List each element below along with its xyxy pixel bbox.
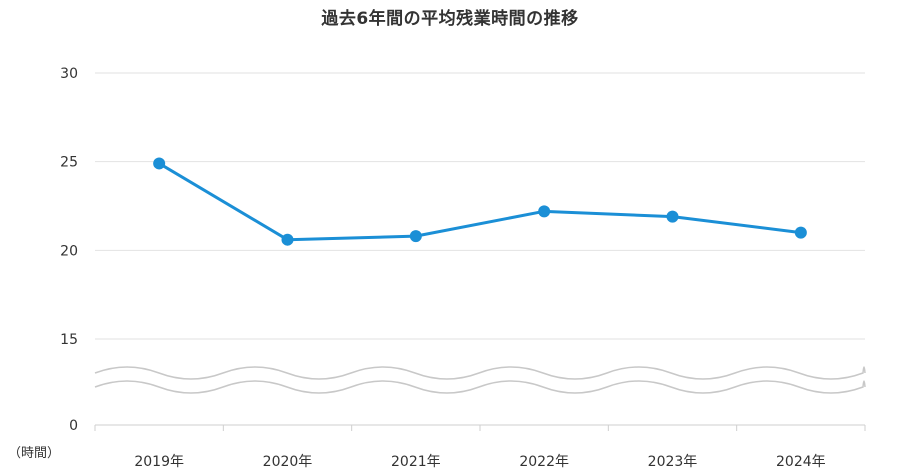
series-path: [157, 161, 803, 242]
axis-break-line: [94, 366, 866, 380]
x-axis: 2019年 2020年 2021年 2022年 2023年 2024年: [94, 424, 866, 470]
y-tick-label: 0: [69, 418, 78, 434]
data-point: [153, 157, 166, 170]
data-point: [666, 210, 679, 223]
gridlines: [95, 72, 865, 340]
data-point: [409, 230, 422, 243]
data-point: [794, 226, 807, 239]
axis-break-wave: [94, 366, 866, 394]
y-axis-unit-label: （時間）: [8, 446, 60, 461]
chart-title: 過去6年間の平均残業時間の推移: [321, 9, 579, 29]
x-tick-label: 2021年: [391, 454, 441, 470]
axis-break-line: [94, 380, 866, 394]
x-tick-label: 2022年: [519, 454, 569, 470]
y-tick-label: 30: [60, 66, 78, 82]
x-tick-label: 2024年: [776, 454, 826, 470]
series-line: [153, 157, 807, 246]
x-tick-label: 2020年: [263, 454, 313, 470]
y-tick-label: 15: [60, 332, 78, 348]
x-tick-label: 2019年: [134, 454, 184, 470]
y-axis-ticks: 0 15 20 25 30: [60, 66, 78, 434]
y-tick-label: 20: [60, 243, 78, 259]
x-tick-label: 2023年: [648, 454, 698, 470]
y-tick-label: 25: [60, 155, 78, 171]
data-point: [538, 205, 551, 218]
data-point: [281, 233, 294, 246]
